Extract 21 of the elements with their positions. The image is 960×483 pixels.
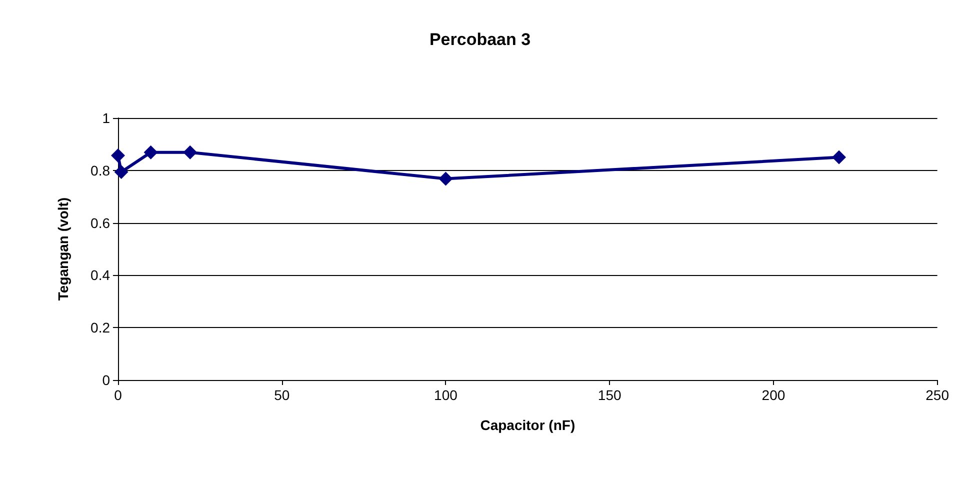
x-tick-label: 250 bbox=[926, 387, 950, 403]
point bbox=[832, 150, 846, 164]
y-tick-label: 0.8 bbox=[90, 162, 110, 178]
y-tick-label: 1 bbox=[102, 110, 110, 126]
chart-title: Percobaan 3 bbox=[429, 30, 531, 49]
x-tick-label: 150 bbox=[598, 387, 622, 403]
x-tick-label: 50 bbox=[274, 387, 290, 403]
y-tick-label: 0.6 bbox=[90, 214, 110, 231]
x-tick-label: 200 bbox=[762, 387, 786, 403]
y-axis-title: Tegangan (volt) bbox=[55, 197, 71, 301]
point bbox=[183, 145, 198, 160]
point bbox=[144, 145, 158, 160]
point bbox=[111, 148, 125, 162]
y-tick-label: 0.2 bbox=[90, 320, 110, 336]
point bbox=[438, 172, 453, 186]
y-tick-label: 0.4 bbox=[90, 267, 110, 284]
x-axis-title: Capacitor (nF) bbox=[480, 417, 576, 433]
x-tick-label: 100 bbox=[434, 387, 458, 403]
x-tick-label: 0 bbox=[114, 387, 122, 403]
point bbox=[114, 164, 128, 179]
y-tick-label: 0 bbox=[102, 372, 110, 388]
